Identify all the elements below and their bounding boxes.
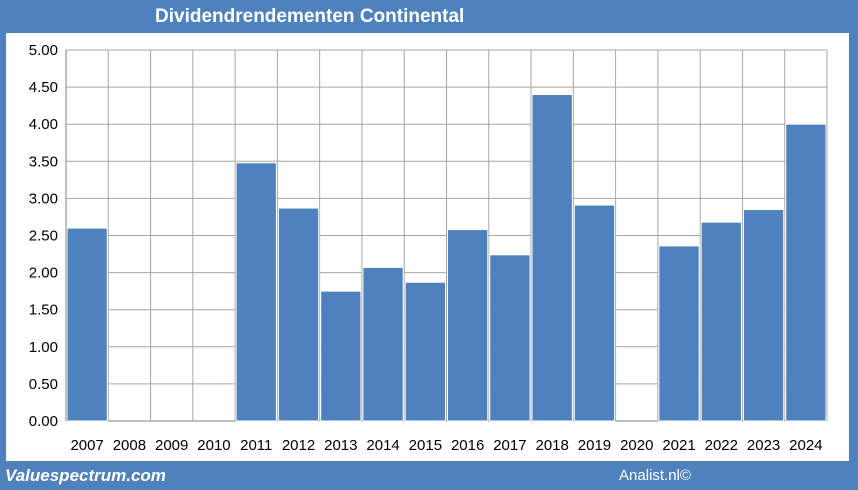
y-tick-label: 0.00: [29, 413, 58, 430]
bar-2018: [531, 94, 573, 422]
bar-2022: [700, 221, 742, 422]
y-tick-label: 4.00: [29, 116, 58, 133]
x-tick-label: 2016: [451, 437, 484, 454]
x-tick-label: 2019: [578, 437, 611, 454]
y-tick-label: 0.50: [29, 376, 58, 393]
chart-title: Dividendrendementen Continental: [155, 6, 465, 27]
x-tick-label: 2010: [197, 437, 230, 454]
x-tick-label: 2014: [366, 437, 399, 454]
x-tick-label: 2008: [113, 437, 146, 454]
x-tick-label: 2024: [789, 437, 822, 454]
y-tick-label: 3.50: [29, 153, 58, 170]
y-tick-label: 1.00: [29, 339, 58, 356]
bar-2024: [785, 123, 827, 422]
x-tick-label: 2012: [282, 437, 315, 454]
y-tick-label: 1.50: [29, 302, 58, 319]
bar-2021: [658, 245, 700, 422]
y-tick-label: 3.00: [29, 190, 58, 207]
bar-2007: [66, 227, 108, 422]
bar-2012: [277, 207, 320, 422]
x-tick-label: 2013: [324, 437, 357, 454]
footer-site-name: Valuespectrum.com: [5, 466, 166, 485]
y-tick-label: 2.50: [29, 228, 58, 245]
x-tick-label: 2007: [70, 437, 103, 454]
bar-2017: [489, 254, 531, 422]
x-tick-label: 2022: [705, 437, 738, 454]
x-tick-label: 2020: [620, 437, 653, 454]
y-tick-label: 2.00: [29, 265, 58, 282]
x-tick-label: 2009: [155, 437, 188, 454]
bar-2014: [362, 266, 404, 422]
bar-2023: [742, 209, 785, 422]
x-tick-label: 2018: [536, 437, 569, 454]
bar-2011: [235, 162, 277, 422]
footer-copyright: Analist.nl©: [619, 467, 691, 484]
bar-2019: [573, 204, 616, 422]
y-tick-label: 5.00: [29, 42, 58, 59]
x-tick-label: 2021: [662, 437, 695, 454]
x-tick-label: 2023: [747, 437, 780, 454]
x-tick-label: 2015: [409, 437, 442, 454]
y-tick-label: 4.50: [29, 79, 58, 96]
bar-2013: [320, 290, 362, 422]
bar-2016: [447, 229, 489, 422]
x-tick-label: 2011: [240, 437, 272, 454]
bar-2015: [404, 281, 447, 422]
x-tick-label: 2017: [493, 437, 526, 454]
